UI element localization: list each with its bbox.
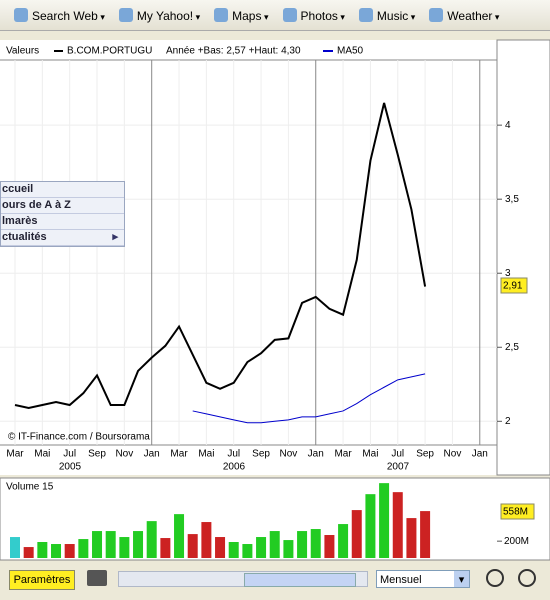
volume-bar	[420, 511, 431, 558]
zoom-in[interactable]	[518, 569, 536, 587]
x-tick-label: Nov	[444, 449, 462, 460]
x-tick-label: Mai	[362, 449, 378, 460]
menu: ccueil ours de A à Z lmarès ctualités	[0, 181, 125, 247]
menu-item[interactable]: ours de A à Z	[1, 198, 124, 214]
toolbar-item[interactable]: Weather	[429, 8, 499, 23]
volume-tag	[500, 503, 535, 520]
volume-bar	[51, 544, 62, 558]
y-tick-label: 4	[505, 120, 511, 131]
volume-bar	[174, 514, 185, 558]
x-tick-label: Nov	[280, 449, 298, 460]
volume-bar	[283, 540, 294, 558]
year-label: 2005	[59, 462, 82, 473]
watermark: © IT-Finance.com / Boursorama	[8, 432, 150, 443]
volume-title: Volume 15	[6, 482, 54, 493]
x-tick-label: Sep	[88, 449, 106, 460]
x-tick-label: Jul	[63, 449, 76, 460]
volume-bar	[92, 531, 103, 558]
x-tick-label: Jan	[144, 449, 160, 460]
toolbar-item[interactable]: My Yahoo!	[119, 8, 200, 23]
x-tick-label: Mar	[334, 449, 352, 460]
volume-bar	[201, 522, 212, 558]
scrollbar[interactable]	[118, 571, 368, 587]
volume-bar	[228, 542, 239, 558]
volume-bar	[297, 531, 308, 558]
axis-band	[496, 39, 550, 476]
y-tick-label: 3,5	[505, 194, 519, 205]
price-panel	[0, 40, 550, 475]
volume-bar	[242, 544, 253, 558]
volume-bar	[37, 542, 48, 558]
chart: 2 2,5 3 3,5 4 Mar Mai Jul Sep Nov Jan Mar Mai Jul Sep N…	[0, 39, 550, 561]
toolbar: Search Web My Yahoo! Maps Photos Music W…	[0, 0, 550, 31]
volume-bar	[215, 537, 226, 558]
volume-bar	[310, 529, 321, 558]
volume-bar	[10, 537, 20, 558]
volume-bar	[146, 521, 157, 558]
volume-bar	[256, 537, 267, 558]
x-tick-label: Nov	[115, 449, 133, 460]
x-tick-label: Sep	[252, 449, 270, 460]
stats: Année +Bas: 2,57 +Haut: 4,30	[166, 46, 301, 57]
bottom-bar: Paramètres Mensuel	[0, 565, 550, 600]
legend-entry: MA50	[337, 46, 364, 57]
volume-bar	[406, 518, 417, 558]
x-tick-label: Jan	[308, 449, 324, 460]
volume-bar	[379, 483, 390, 558]
volume-bar	[269, 531, 280, 558]
legend-label: Valeurs	[6, 46, 39, 57]
volume-bar	[23, 547, 34, 558]
volume-bar	[392, 492, 403, 558]
year-label: 2006	[223, 462, 246, 473]
x-tick-label: Jan	[472, 449, 488, 460]
volume-bar	[351, 510, 362, 558]
legend-entry: B.COM.PORTUGU	[67, 46, 152, 57]
toolbar-item[interactable]: Maps	[214, 8, 268, 23]
price-line	[14, 102, 427, 410]
volume-bar	[78, 539, 89, 558]
y-tick-label: 2,5	[505, 342, 519, 353]
toolbar-item[interactable]: Photos	[283, 8, 345, 23]
x-tick-label: Jul	[391, 449, 404, 460]
volume-bar	[365, 494, 376, 558]
scroll-thumb[interactable]	[244, 573, 356, 587]
x-tick-label: Mai	[34, 449, 50, 460]
price-tag	[500, 277, 528, 294]
x-tick-label: Jul	[227, 449, 240, 460]
volume-bar	[105, 531, 116, 558]
x-tick-label: Mar	[6, 449, 24, 460]
period-select[interactable]: Mensuel	[376, 570, 470, 588]
current-volume: 558M	[503, 507, 528, 518]
volume-bar	[64, 544, 75, 558]
volume-bar	[133, 531, 144, 558]
settings-button[interactable]: Paramètres	[9, 570, 75, 590]
volume-bar	[119, 537, 130, 558]
y-tick-label: 2	[505, 416, 511, 427]
x-tick-label: Mai	[198, 449, 214, 460]
volume-bar	[338, 524, 349, 558]
toolbar-item[interactable]: Music	[359, 8, 415, 23]
volume-bar	[187, 534, 198, 558]
zoom-out[interactable]	[486, 569, 504, 587]
volume-bar	[324, 535, 335, 558]
menu-item[interactable]: ccueil	[1, 182, 124, 198]
menu-item[interactable]: lmarès	[1, 214, 124, 230]
x-tick-label: Sep	[416, 449, 434, 460]
price-line	[192, 373, 426, 424]
menu-item[interactable]: ctualités	[1, 230, 124, 246]
toolbar-item[interactable]: Search Web	[14, 8, 105, 23]
x-tick-label: Mar	[170, 449, 188, 460]
print-icon[interactable]	[87, 570, 107, 586]
y-tick-label: 3	[505, 268, 511, 279]
year-label: 2007	[387, 462, 410, 473]
y-tick-label: 200M	[504, 536, 529, 547]
volume-bar	[160, 538, 171, 558]
current-price: 2,91	[503, 281, 523, 292]
